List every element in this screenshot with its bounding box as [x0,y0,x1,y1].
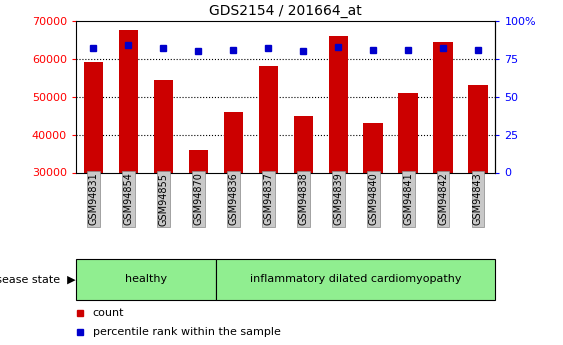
Bar [434,42,453,172]
Text: GSM94842: GSM94842 [438,172,448,225]
Bar [329,36,348,172]
Bar [364,123,383,172]
Text: GSM94831: GSM94831 [88,172,99,225]
Bar [224,112,243,172]
Bar [119,30,138,172]
Text: disease state  ▶: disease state ▶ [0,275,76,284]
Text: GSM94843: GSM94843 [473,172,483,225]
Bar [399,93,418,172]
Title: GDS2154 / 201664_at: GDS2154 / 201664_at [209,4,362,18]
Bar [84,62,103,172]
Text: GSM94855: GSM94855 [158,172,168,226]
Bar [216,259,495,300]
Text: GSM94839: GSM94839 [333,172,343,225]
Text: GSM94854: GSM94854 [123,172,133,225]
Bar [468,85,488,172]
Text: GSM94841: GSM94841 [403,172,413,225]
Text: count: count [93,308,124,318]
Text: GSM94838: GSM94838 [298,172,308,225]
Bar [76,259,216,300]
Text: GSM94870: GSM94870 [193,172,203,225]
Text: GSM94840: GSM94840 [368,172,378,225]
Bar [189,150,208,172]
Text: percentile rank within the sample: percentile rank within the sample [93,327,281,337]
Text: GSM94836: GSM94836 [228,172,238,225]
Bar [154,80,173,172]
Text: GSM94837: GSM94837 [263,172,273,225]
Text: inflammatory dilated cardiomyopathy: inflammatory dilated cardiomyopathy [250,275,461,284]
Text: healthy: healthy [125,275,167,284]
Bar [258,66,278,172]
Bar [293,116,313,172]
